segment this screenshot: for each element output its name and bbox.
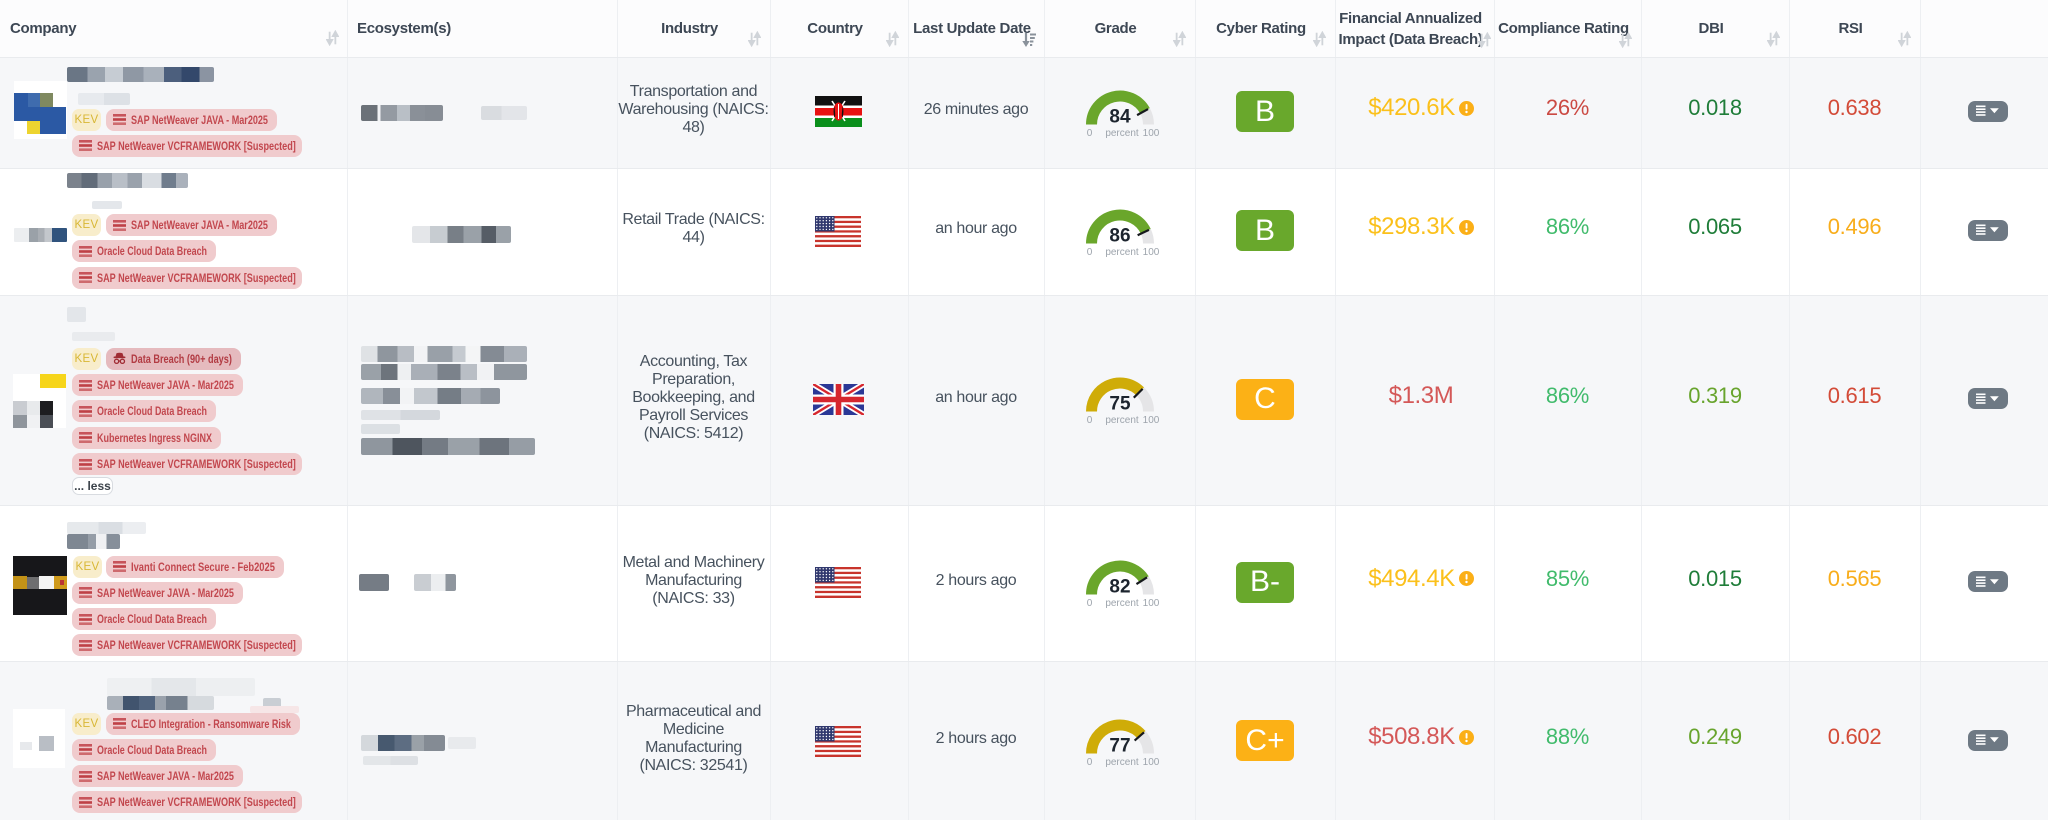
- svg-text:0: 0: [1087, 757, 1093, 768]
- svg-text:100: 100: [1143, 598, 1160, 609]
- svg-text:percent: percent: [1105, 598, 1139, 609]
- svg-text:0: 0: [1087, 128, 1093, 139]
- svg-text:100: 100: [1143, 128, 1160, 139]
- svg-text:75: 75: [1109, 394, 1131, 415]
- svg-text:100: 100: [1143, 757, 1160, 768]
- svg-text:86: 86: [1109, 225, 1130, 246]
- svg-text:percent: percent: [1105, 757, 1139, 768]
- svg-text:84: 84: [1109, 106, 1131, 127]
- svg-text:0: 0: [1087, 415, 1093, 426]
- svg-text:percent: percent: [1105, 247, 1139, 258]
- svg-text:percent: percent: [1105, 415, 1139, 426]
- svg-text:77: 77: [1109, 735, 1130, 756]
- svg-text:82: 82: [1109, 577, 1130, 598]
- svg-text:percent: percent: [1105, 128, 1139, 139]
- svg-text:100: 100: [1143, 247, 1160, 258]
- svg-text:0: 0: [1087, 598, 1093, 609]
- svg-text:0: 0: [1087, 247, 1093, 258]
- svg-text:100: 100: [1143, 415, 1160, 426]
